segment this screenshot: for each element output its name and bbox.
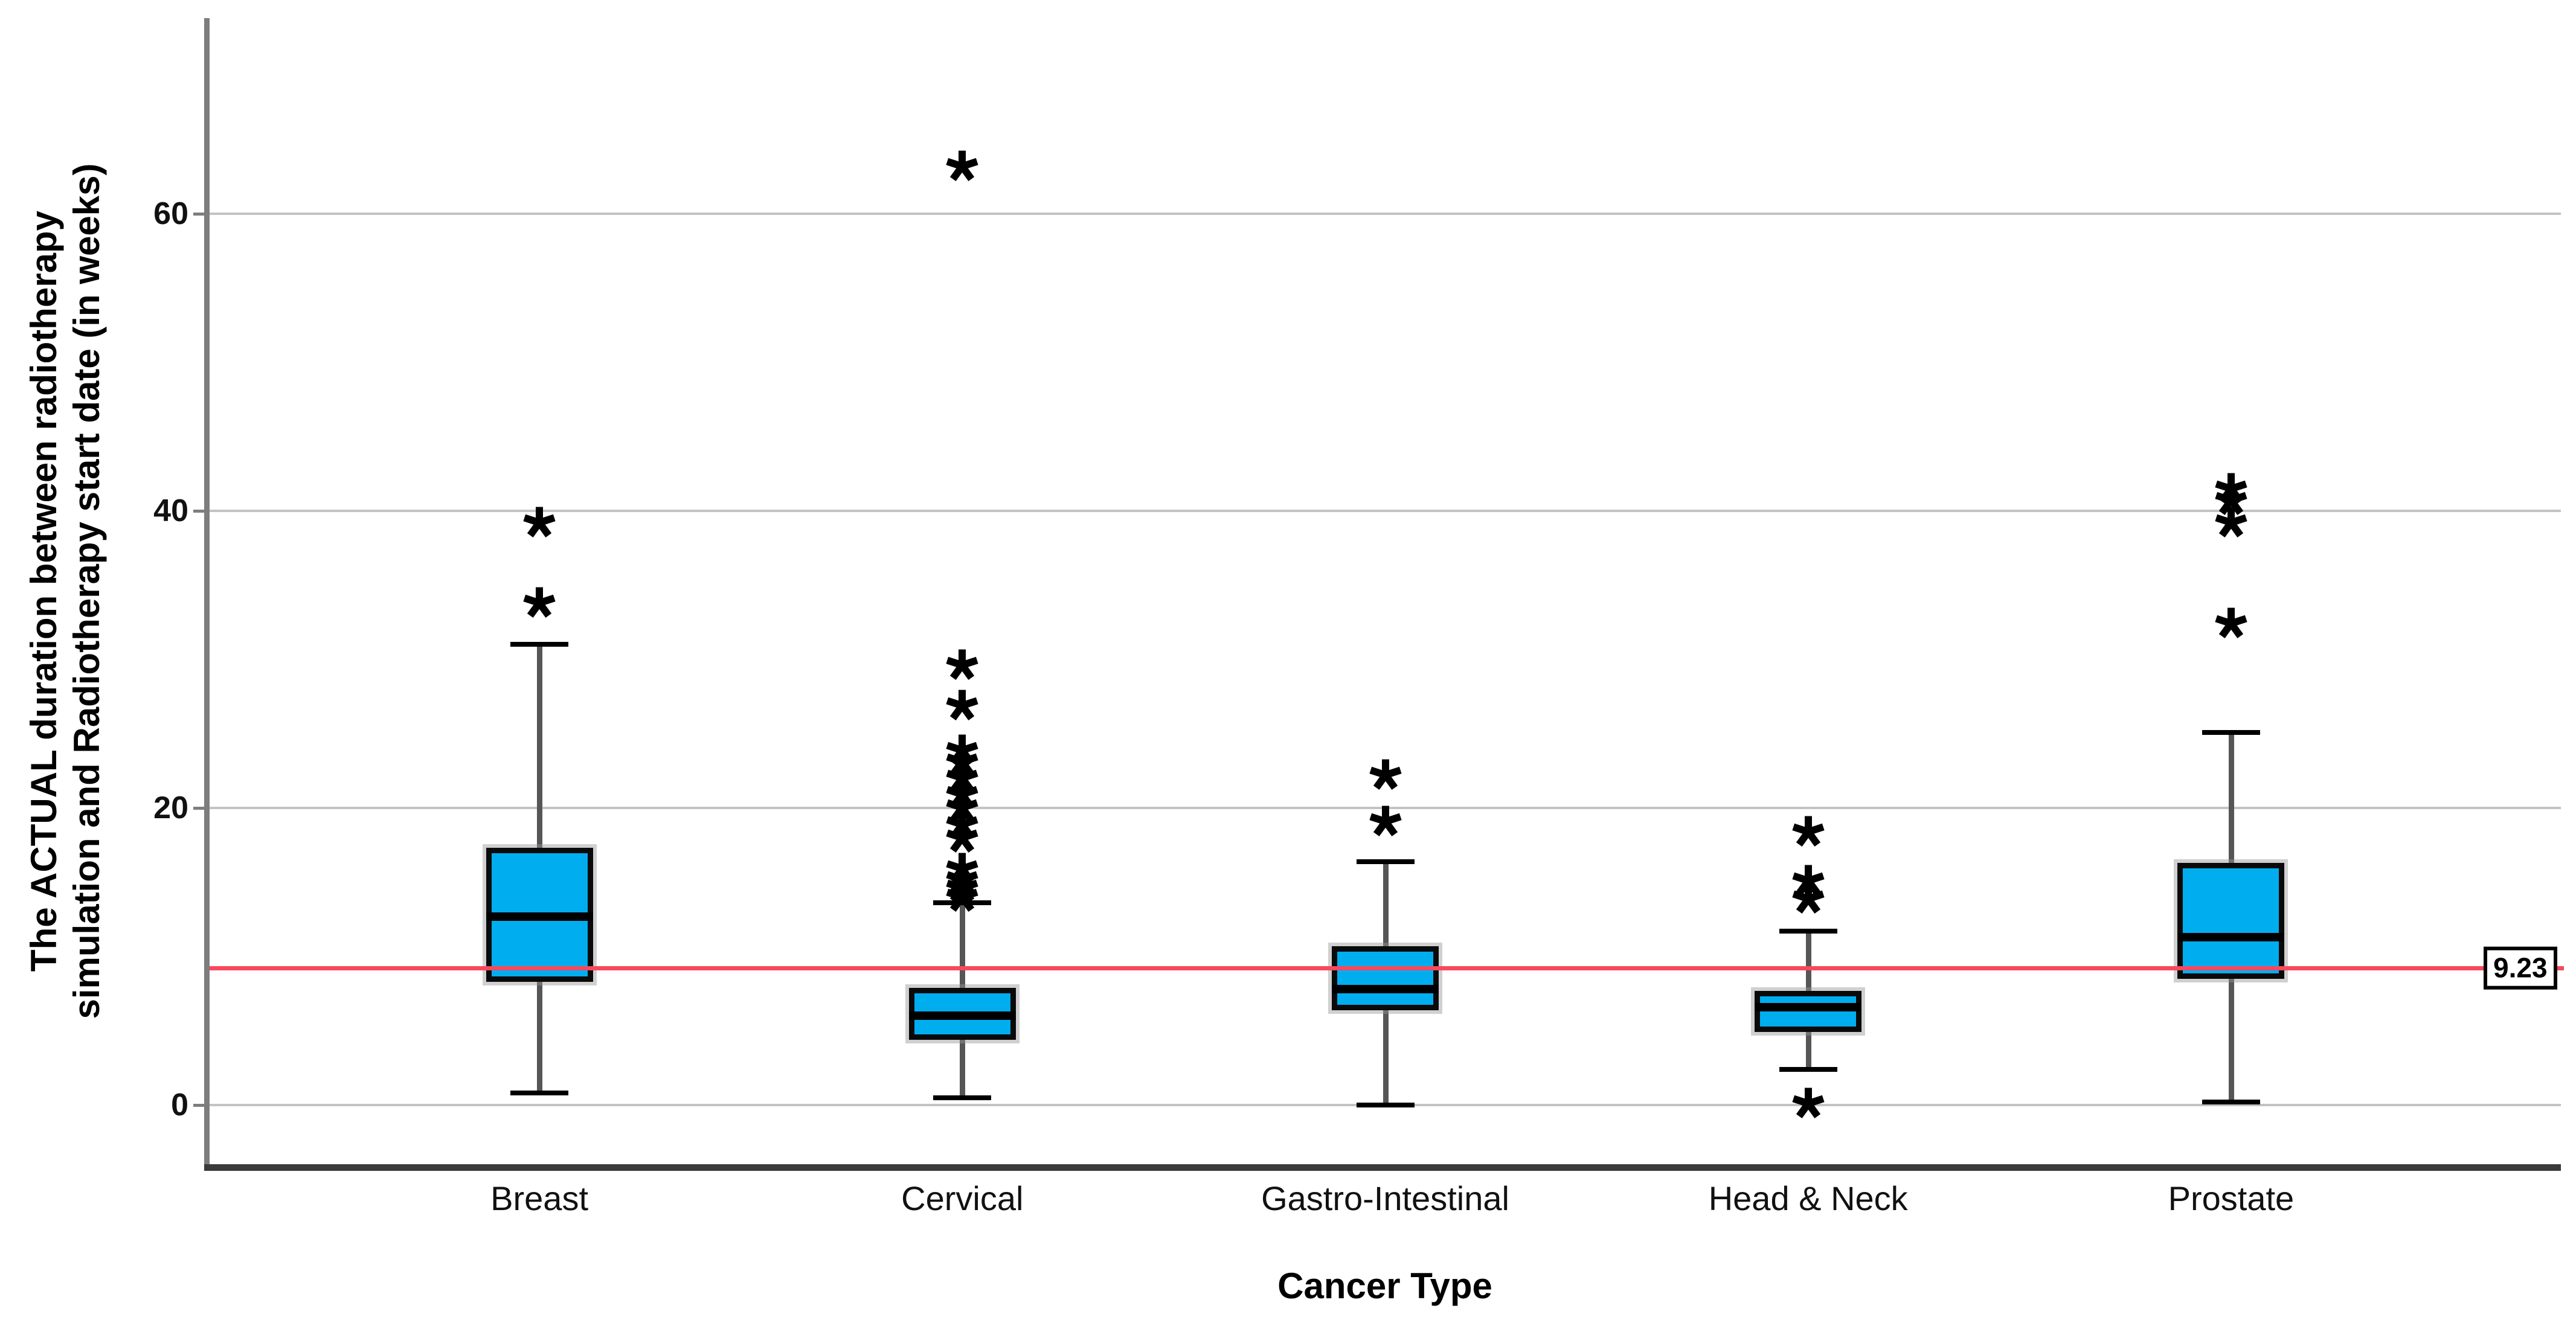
y-tick-mark [193, 807, 210, 810]
box-iqr-gastro-intestinal [1332, 946, 1439, 1010]
y-axis-title-line2: simulation and Radiotherapy start date (… [66, 163, 107, 1019]
reference-line-label: 9.23 [2484, 946, 2557, 990]
whisker-upper-stem [1383, 861, 1389, 946]
outlier-asterisk-star-icon [943, 776, 981, 816]
whisker-max-cap [1356, 859, 1415, 864]
whisker-lower-stem [2228, 978, 2234, 1103]
median-line [1755, 1002, 1862, 1011]
outlier-asterisk-star-icon [1367, 803, 1404, 843]
y-tick-label: 60 [153, 196, 188, 231]
outlier-asterisk-star-icon [943, 850, 981, 891]
outlier-asterisk-star-icon [943, 647, 981, 687]
outlier-asterisk-star-icon [2212, 504, 2250, 545]
whisker-upper-stem [960, 903, 966, 988]
outlier-asterisk-star-icon [943, 687, 981, 727]
whisker-max-cap [2202, 729, 2260, 735]
box-iqr-prostate [2177, 863, 2285, 979]
outlier-asterisk-star-icon [943, 147, 981, 188]
category-label-head-neck: Head & Neck [1708, 1179, 1908, 1217]
outlier-asterisk-star-icon [2212, 605, 2250, 646]
y-axis-title-line1: The ACTUAL duration between radiotherapy [24, 210, 64, 972]
y-tick-mark [193, 1104, 210, 1107]
outlier-asterisk-star-icon [521, 584, 558, 624]
y-tick-label: 0 [171, 1088, 188, 1123]
y-tick-label: 20 [153, 790, 188, 825]
category-label-cervical: Cervical [901, 1179, 1024, 1217]
whisker-lower-stem [537, 981, 543, 1094]
gridline-y40 [210, 510, 2561, 512]
outlier-asterisk-star-icon [1790, 862, 1827, 903]
median-line [908, 1011, 1016, 1020]
y-tick-mark [193, 213, 210, 216]
whisker-min-cap [933, 1095, 992, 1100]
x-axis-title: Cancer Type [1277, 1266, 1492, 1306]
whisker-min-cap [2202, 1100, 2260, 1105]
gridline-y60 [210, 213, 2561, 215]
whisker-max-cap [1779, 929, 1837, 934]
category-label-breast: Breast [490, 1179, 589, 1217]
median-line [2177, 933, 2285, 942]
category-label-gastro-intestinal: Gastro-Intestinal [1261, 1179, 1509, 1217]
median-line [486, 912, 593, 921]
whisker-lower-stem [1383, 1010, 1389, 1105]
whisker-upper-stem [537, 644, 543, 848]
y-axis-title: The ACTUAL duration between radiotherapy… [23, 18, 109, 1164]
outlier-asterisk-star-icon [2212, 470, 2250, 510]
y-axis-spine [204, 18, 210, 1164]
outlier-asterisk-star-icon [1367, 757, 1404, 797]
whisker-lower-stem [1805, 1032, 1811, 1069]
x-axis-spine [204, 1164, 2561, 1171]
whisker-min-cap [510, 1091, 569, 1096]
y-tick-label: 40 [153, 493, 188, 528]
whisker-upper-stem [2228, 732, 2234, 863]
outlier-asterisk-star-icon [943, 731, 981, 772]
median-line [1332, 985, 1439, 994]
whisker-max-cap [510, 642, 569, 647]
box-iqr-head-neck [1755, 990, 1862, 1033]
whisker-min-cap [1356, 1103, 1415, 1107]
whisker-upper-stem [1805, 931, 1811, 991]
whisker-lower-stem [960, 1039, 966, 1098]
reference-line [210, 966, 2564, 970]
outlier-asterisk-star-icon [1790, 1085, 1827, 1126]
whisker-min-cap [1779, 1066, 1837, 1072]
outlier-asterisk-star-icon [1790, 813, 1827, 853]
outlier-asterisk-star-icon [521, 504, 558, 545]
y-tick-mark [193, 510, 210, 513]
category-label-prostate: Prostate [2168, 1179, 2295, 1217]
